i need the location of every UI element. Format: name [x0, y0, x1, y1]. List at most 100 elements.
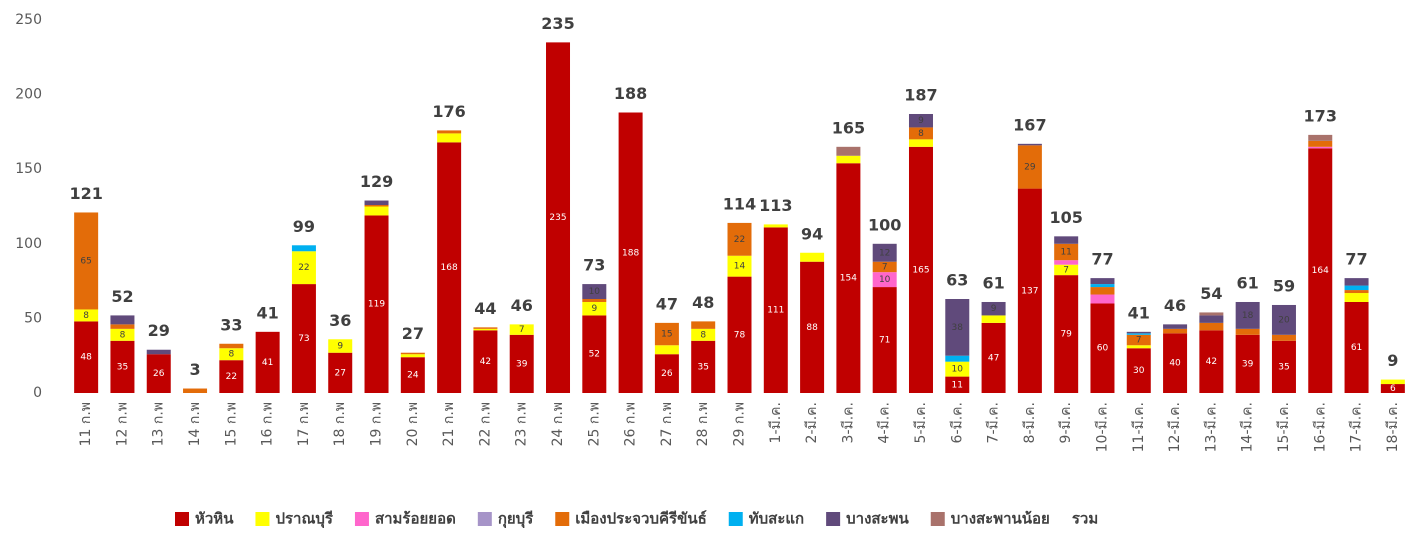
- bar-segment: [328, 339, 353, 353]
- y-tick-label: 0: [33, 385, 42, 401]
- segment-label: 71: [879, 336, 890, 346]
- bar-segment: [328, 352, 353, 393]
- bar-segment: [1163, 333, 1188, 393]
- total-label: 46: [511, 296, 533, 315]
- segment-label: 65: [80, 256, 91, 266]
- bar-segment: [618, 112, 643, 393]
- total-label: 48: [692, 293, 714, 312]
- bar-segment: [1163, 324, 1188, 329]
- bar-segment: [727, 222, 752, 256]
- x-tick-label: 12-มี.ค.: [1167, 402, 1183, 452]
- bar-segment: [981, 301, 1006, 316]
- segment-label: 39: [1242, 359, 1254, 369]
- total-label: 61: [982, 273, 1004, 292]
- bar-segment: [473, 330, 498, 393]
- bar-segment: [1017, 143, 1042, 146]
- x-tick-label: 21 ก.พ: [441, 402, 457, 446]
- x-tick-label: 27 ก.พ: [659, 402, 675, 446]
- bar-segment: [836, 163, 861, 393]
- segment-label: 42: [480, 357, 491, 367]
- x-tick-label: 3-มี.ค.: [840, 402, 856, 443]
- bar-segment: [1380, 379, 1405, 385]
- total-label: 129: [360, 172, 393, 191]
- segment-label: 22: [734, 235, 745, 245]
- bar-segment: [981, 322, 1006, 393]
- segment-label: 22: [298, 263, 309, 273]
- segment-label: 22: [226, 372, 237, 382]
- total-label: 94: [801, 224, 823, 243]
- bar-segment: [908, 113, 933, 128]
- segment-label: 168: [441, 263, 458, 273]
- segment-label: 42: [1206, 357, 1217, 367]
- segment-label: 38: [952, 323, 964, 333]
- bar-segment: [1126, 345, 1151, 349]
- segment-label: 30: [1133, 366, 1145, 376]
- bar-segment: [1199, 315, 1224, 323]
- y-tick-label: 150: [15, 161, 42, 177]
- bar-segment: [509, 324, 534, 335]
- bar-segment: [945, 299, 970, 356]
- legend-swatch: [826, 512, 841, 526]
- bar-segment: [364, 215, 389, 393]
- segment-label: 9: [337, 342, 343, 352]
- bar-segment: [1344, 290, 1369, 294]
- legend-swatch: [255, 512, 270, 526]
- legend-swatch: [477, 512, 492, 526]
- bar-segment: [1344, 293, 1369, 302]
- legend-swatch: [930, 512, 945, 526]
- total-label: 173: [1304, 106, 1337, 125]
- x-tick-label: 7-มี.ค.: [986, 402, 1002, 443]
- x-tick-label: 11 ก.พ: [78, 402, 94, 446]
- legend-label: เมืองประจวบคีรีขันธ์: [575, 510, 706, 528]
- bar-segment: [836, 155, 861, 164]
- x-tick-label: 12 ก.พ: [114, 402, 130, 446]
- bar-segment: [872, 243, 897, 262]
- segment-label: 7: [519, 325, 525, 335]
- bar-segment: [872, 261, 897, 273]
- x-tick-label: 15-มี.ค.: [1276, 402, 1292, 452]
- segment-label: 12: [879, 248, 890, 258]
- total-label: 9: [1387, 351, 1398, 370]
- legend-label: หัวหิน: [195, 510, 234, 528]
- x-tick-label: 25 ก.พ: [586, 402, 602, 446]
- bar-segment: [945, 376, 970, 393]
- x-tick-label: 11-มี.ค.: [1131, 402, 1147, 452]
- bar-segment: [1017, 145, 1042, 189]
- bar-segment: [945, 355, 970, 362]
- segment-label: 29: [1024, 162, 1036, 172]
- bar-segment: [1235, 334, 1260, 393]
- x-tick-label: 16 ก.พ: [260, 402, 276, 446]
- bar-segment: [763, 227, 788, 393]
- x-tick-label: 1-มี.ค.: [768, 402, 784, 443]
- y-tick-label: 50: [24, 310, 42, 326]
- bar-segment: [509, 334, 534, 393]
- bar-segment: [654, 322, 679, 346]
- bar-segment: [437, 133, 462, 143]
- bar-segment: [1271, 340, 1296, 393]
- bar-segment: [1054, 275, 1079, 393]
- total-label: 27: [402, 324, 424, 343]
- total-label: 176: [432, 102, 465, 121]
- bar-segment: [800, 252, 825, 262]
- bar-segment: [546, 42, 571, 393]
- bar-segment: [1163, 328, 1188, 334]
- x-tick-label: 24 ก.พ: [550, 402, 566, 446]
- bar-segment: [110, 328, 135, 341]
- segment-label: 24: [407, 371, 419, 381]
- segment-label: 20: [1278, 315, 1290, 325]
- segment-label: 78: [734, 330, 746, 340]
- total-label: 36: [329, 311, 351, 330]
- x-tick-label: 28 ก.พ: [695, 402, 711, 446]
- legend-swatch: [555, 512, 570, 526]
- bar-segment: [1308, 146, 1333, 149]
- segment-label: 10: [879, 275, 891, 285]
- x-tick-label: 2-มี.ค.: [804, 402, 820, 443]
- segment-label: 188: [622, 248, 639, 258]
- segment-label: 235: [549, 213, 566, 223]
- segment-label: 164: [1312, 266, 1329, 276]
- segment-label: 88: [806, 323, 818, 333]
- bar-segment: [110, 324, 135, 329]
- total-label: 61: [1237, 273, 1259, 292]
- bar-segment: [255, 331, 280, 393]
